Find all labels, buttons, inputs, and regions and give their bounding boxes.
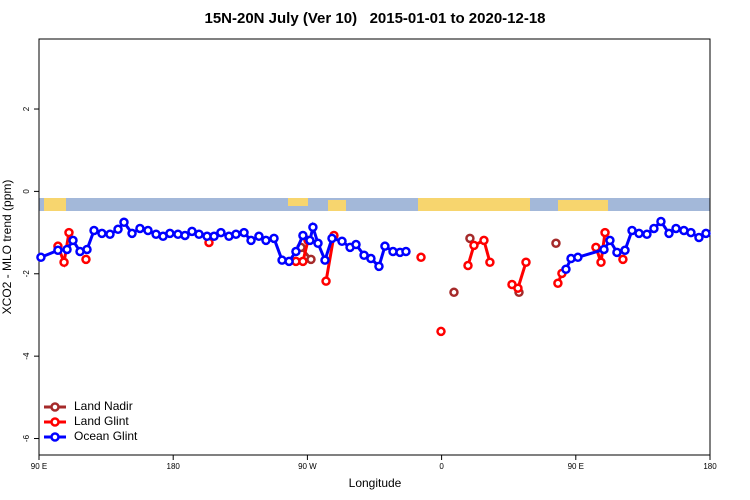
data-point: [308, 222, 318, 232]
data-point: [209, 231, 219, 242]
data-point: [463, 260, 473, 271]
data-point: [618, 254, 628, 265]
data-point: [143, 225, 153, 236]
data-point: [485, 257, 495, 267]
x-tick-label: 90 E: [31, 462, 47, 471]
data-point: [600, 227, 610, 238]
data-point: [261, 235, 271, 246]
data-point: [694, 232, 704, 243]
x-tick-label: 180: [167, 462, 181, 471]
y-axis-label: XCO2 - MLO trend (ppm): [0, 180, 14, 315]
data-point: [634, 228, 644, 239]
data-point: [246, 235, 256, 246]
data-point: [305, 235, 315, 246]
data-point: [664, 228, 674, 239]
data-point: [298, 230, 308, 241]
data-point: [436, 326, 446, 337]
data-point: [53, 245, 63, 256]
data-point: [620, 245, 630, 256]
data-point: [337, 236, 347, 246]
x-tick-label: 90 E: [568, 462, 584, 471]
map-strip: [39, 198, 710, 211]
data-point: [269, 233, 279, 244]
x-tick-label: 0: [439, 462, 444, 471]
y-tick-label: -4: [22, 352, 31, 360]
x-axis-label: Longitude: [349, 476, 402, 490]
data-point: [671, 223, 681, 234]
data-point: [449, 287, 459, 298]
data-point: [291, 246, 301, 257]
data-point: [573, 252, 583, 263]
data-point: [599, 244, 609, 255]
plot-frame: [38, 38, 711, 456]
data-point: [298, 256, 308, 267]
data-point: [380, 241, 390, 251]
data-point: [320, 255, 330, 265]
data-point: [89, 225, 99, 236]
data-point: [36, 252, 46, 263]
data-point: [465, 233, 475, 244]
y-tick-label: -6: [22, 434, 31, 442]
data-point: [612, 247, 622, 258]
legend-label: Land Nadir: [74, 399, 133, 413]
data-point: [561, 264, 571, 274]
data-point: [686, 227, 696, 238]
legend-marker: [50, 432, 60, 442]
legend-label: Land Glint: [74, 414, 129, 428]
data-point: [180, 230, 190, 241]
data-point: [366, 253, 376, 264]
series-line: [301, 243, 556, 259]
data-point: [513, 283, 523, 293]
data-point: [321, 276, 331, 286]
data-point: [553, 278, 563, 288]
data-point: [374, 261, 384, 272]
data-point: [642, 229, 652, 239]
data-point: [479, 235, 489, 246]
data-point: [401, 246, 411, 257]
data-point: [656, 216, 666, 227]
data-point: [194, 229, 204, 239]
data-point: [306, 254, 316, 265]
data-point: [165, 228, 175, 239]
data-point: [81, 254, 91, 265]
y-tick-label: 0: [22, 189, 31, 194]
data-point: [551, 238, 561, 249]
data-point: [605, 235, 615, 246]
data-point: [82, 244, 92, 255]
data-point: [521, 257, 531, 267]
y-tick-label: -2: [22, 270, 31, 278]
data-point: [119, 217, 129, 228]
legend-label: Ocean Glint: [74, 429, 138, 443]
data-point: [313, 238, 323, 249]
data-point: [284, 256, 294, 267]
data-point: [113, 224, 123, 235]
chart-title: 15N-20N July (Ver 10) 2015-01-01 to 2020…: [204, 10, 545, 27]
data-point: [62, 244, 72, 255]
data-point: [469, 240, 479, 251]
x-tick-label: 180: [703, 462, 717, 471]
data-point: [649, 223, 659, 234]
x-tick-label: 90 W: [298, 462, 317, 471]
data-point: [64, 227, 74, 238]
data-point: [105, 229, 115, 239]
data-point: [135, 223, 145, 234]
legend-marker: [50, 402, 60, 412]
data-point: [239, 227, 249, 238]
data-point: [68, 235, 78, 246]
data-point: [254, 231, 264, 242]
legend-marker: [50, 417, 60, 427]
data-point: [97, 228, 107, 239]
data-point: [231, 229, 241, 239]
data-point: [327, 233, 337, 244]
y-tick-label: 2: [22, 106, 31, 111]
data-point: [127, 228, 137, 239]
data-point: [701, 228, 711, 239]
data-point: [596, 257, 606, 267]
data-point: [416, 252, 426, 263]
data-point: [59, 257, 69, 267]
data-point: [351, 239, 361, 250]
data-point: [216, 227, 226, 238]
